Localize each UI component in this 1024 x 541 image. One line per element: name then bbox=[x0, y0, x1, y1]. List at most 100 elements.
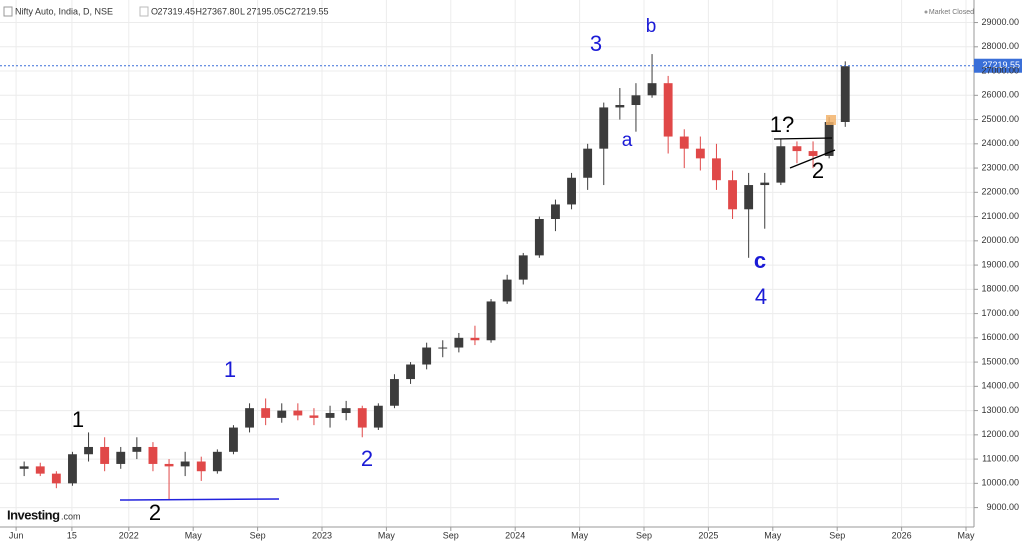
x-tick-label: 2025 bbox=[698, 530, 718, 540]
candle-body bbox=[261, 408, 271, 418]
candle-body bbox=[51, 473, 61, 484]
y-tick-label: 12000.00 bbox=[981, 429, 1019, 439]
y-tick-label: 10000.00 bbox=[981, 478, 1019, 488]
candle-body bbox=[615, 105, 625, 108]
ohlc-value: 27219.55 bbox=[291, 6, 329, 16]
x-tick-label: Jun bbox=[9, 530, 24, 540]
wave-label: a bbox=[622, 130, 633, 151]
candle-body bbox=[551, 204, 560, 219]
candle-body bbox=[470, 337, 480, 341]
x-tick-label: May bbox=[378, 530, 396, 540]
candle-body bbox=[293, 410, 303, 416]
ohlc-key: C bbox=[285, 6, 292, 16]
y-tick-label: 18000.00 bbox=[981, 284, 1019, 294]
x-tick-label: May bbox=[764, 530, 782, 540]
x-tick-label: Sep bbox=[636, 530, 652, 540]
x-tick-label: May bbox=[185, 530, 203, 540]
y-tick-label: 22000.00 bbox=[981, 187, 1019, 197]
candle-body bbox=[438, 347, 448, 349]
candle-body bbox=[19, 466, 29, 469]
triangle-top bbox=[773, 137, 833, 140]
candle-body bbox=[808, 151, 818, 156]
wave-label: 2 bbox=[149, 500, 161, 525]
candle-body bbox=[180, 461, 190, 467]
wave-label: 1? bbox=[770, 112, 794, 137]
candle-body bbox=[390, 379, 399, 406]
ohlc-key: H bbox=[196, 6, 203, 16]
candle-body bbox=[84, 446, 93, 455]
wave-label: 2 bbox=[361, 446, 373, 471]
chart-title: Nifty Auto, India, D, NSE bbox=[15, 6, 113, 16]
x-tick-label: 2022 bbox=[119, 530, 139, 540]
y-tick-label: 16000.00 bbox=[981, 332, 1019, 342]
candle-body bbox=[212, 451, 222, 472]
candle-body bbox=[229, 427, 238, 452]
ohlc-icon bbox=[139, 6, 149, 17]
status-dot bbox=[924, 10, 928, 14]
gap-marker bbox=[826, 115, 836, 125]
candle-body bbox=[148, 446, 158, 464]
candle-body bbox=[196, 461, 206, 472]
candle-body bbox=[164, 463, 174, 467]
wave-label: c bbox=[754, 248, 766, 273]
y-tick-label: 11000.00 bbox=[982, 453, 1019, 463]
candle-body bbox=[712, 158, 721, 181]
y-tick-label: 27000.00 bbox=[981, 65, 1019, 75]
ohlc-value: 27195.05 bbox=[247, 6, 285, 16]
candle-body bbox=[534, 218, 544, 256]
candle-body bbox=[245, 408, 254, 428]
ohlc-value: 27319.45 bbox=[158, 6, 196, 16]
wave-label: 1 bbox=[72, 407, 84, 432]
last-price-label: 27219.55 bbox=[982, 60, 1020, 70]
x-tick-label: Sep bbox=[829, 530, 845, 540]
x-tick-label: Sep bbox=[250, 530, 266, 540]
candle-body bbox=[502, 279, 512, 302]
market-status: Market Closed bbox=[929, 9, 974, 16]
ohlc-key: L bbox=[240, 6, 245, 16]
candle-body bbox=[760, 182, 770, 186]
candle-body bbox=[341, 408, 351, 414]
candle-body bbox=[599, 107, 609, 149]
candle-body bbox=[422, 347, 432, 365]
ohlc-key: O bbox=[151, 6, 158, 16]
candle-body bbox=[824, 121, 834, 156]
y-tick-label: 26000.00 bbox=[981, 90, 1019, 100]
candle-body bbox=[68, 454, 77, 484]
candle-body bbox=[631, 95, 641, 106]
candle-body bbox=[116, 451, 126, 464]
y-tick-label: 15000.00 bbox=[981, 356, 1019, 366]
x-tick-label: 2026 bbox=[892, 530, 912, 540]
candle-body bbox=[277, 410, 287, 418]
candle-body bbox=[100, 446, 110, 464]
candle-body bbox=[518, 255, 528, 280]
candle-body bbox=[840, 66, 850, 122]
x-tick-label: May bbox=[957, 530, 975, 540]
candle-body bbox=[373, 405, 383, 428]
y-tick-label: 29000.00 bbox=[981, 17, 1019, 27]
x-tick-label: 2023 bbox=[312, 530, 332, 540]
wave-label: b bbox=[646, 16, 657, 37]
y-tick-label: 17000.00 bbox=[981, 308, 1019, 318]
candle-body bbox=[486, 301, 496, 341]
candle-body bbox=[567, 177, 576, 205]
support-line bbox=[119, 498, 280, 501]
wave-label: 2 bbox=[812, 158, 824, 183]
x-tick-label: Sep bbox=[443, 530, 459, 540]
wave-label: 4 bbox=[755, 284, 767, 309]
candle-body bbox=[454, 337, 464, 348]
wave-label: 1 bbox=[224, 357, 236, 382]
candle-body bbox=[309, 415, 319, 418]
candle-body bbox=[406, 364, 415, 380]
y-tick-label: 23000.00 bbox=[981, 162, 1019, 172]
y-tick-label: 25000.00 bbox=[981, 114, 1019, 124]
triangle-bottom bbox=[789, 149, 836, 169]
brand-name: Investing bbox=[7, 507, 60, 522]
wave-label: 3 bbox=[590, 31, 602, 56]
x-tick-label: 15 bbox=[67, 530, 77, 540]
y-tick-label: 13000.00 bbox=[981, 405, 1019, 415]
candle-body bbox=[663, 83, 673, 137]
candle-body bbox=[792, 146, 802, 152]
x-tick-label: May bbox=[571, 530, 589, 540]
candle-body bbox=[357, 408, 367, 428]
